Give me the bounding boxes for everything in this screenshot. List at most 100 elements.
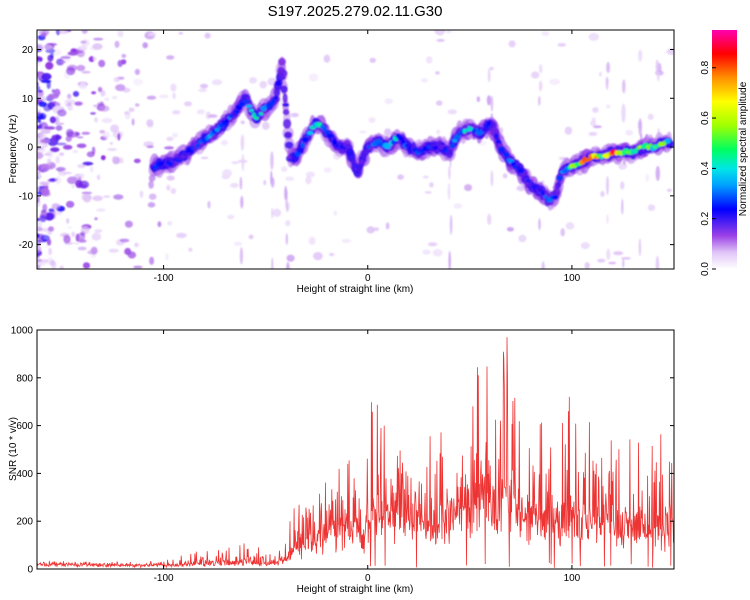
ridge-core — [259, 112, 264, 116]
noise-blob — [49, 259, 56, 266]
ridge-core — [517, 168, 524, 174]
noise-blob — [48, 208, 55, 213]
noise-blob — [45, 48, 56, 53]
ridge-body — [283, 118, 292, 129]
noise-streak — [241, 134, 244, 152]
noise-blob — [133, 78, 144, 86]
noise-blob — [43, 143, 49, 148]
noise-blob — [565, 222, 575, 230]
noise-blob — [37, 187, 40, 191]
noise-blob — [133, 265, 143, 269]
noise-blob — [143, 141, 154, 148]
snr-xtick-label: 100 — [564, 573, 581, 584]
spectrogram-ytick-label: -10 — [19, 191, 34, 202]
noise-blob — [107, 148, 118, 151]
noise-blob — [94, 217, 98, 221]
noise-blob — [80, 40, 87, 44]
ridge-body — [282, 109, 290, 116]
noise-blob — [613, 251, 624, 256]
ridge-core — [525, 179, 531, 183]
noise-blob — [59, 30, 69, 34]
noise-streak — [606, 214, 609, 225]
noise-blob — [74, 101, 83, 106]
noise-blob — [198, 88, 208, 93]
ridge-core — [453, 134, 461, 140]
noise-blob — [52, 101, 57, 104]
noise-blob — [114, 40, 120, 48]
noise-blob — [422, 175, 429, 179]
ridge-core — [243, 100, 250, 104]
noise-blob — [39, 187, 50, 196]
noise-streak — [239, 176, 243, 190]
ridge-core — [397, 136, 405, 141]
noise-blob — [37, 226, 43, 232]
noise-blob — [37, 43, 44, 50]
noise-blob — [373, 227, 380, 232]
ridge-core — [233, 109, 240, 114]
noise-blob — [55, 156, 60, 164]
noise-blob — [435, 100, 443, 106]
noise-blob — [66, 129, 74, 137]
noise-blob — [90, 112, 96, 115]
noise-blob — [170, 83, 177, 92]
noise-blob — [92, 43, 103, 50]
spectral-noise — [37, 30, 674, 269]
noise-blob — [37, 86, 41, 91]
noise-blob — [667, 188, 672, 192]
noise-blob — [645, 173, 650, 182]
noise-blob — [249, 77, 257, 84]
noise-blob — [117, 133, 121, 141]
noise-blob — [608, 261, 617, 265]
noise-streak — [605, 76, 609, 86]
ridge-core — [447, 149, 453, 156]
noise-blob — [50, 52, 54, 59]
ridge-core — [358, 159, 365, 164]
noise-blob — [166, 175, 175, 181]
noise-blob — [506, 227, 514, 232]
noise-blob — [117, 30, 124, 38]
noise-blob — [549, 78, 560, 86]
noise-blob — [329, 252, 335, 257]
noise-streak — [656, 70, 660, 82]
snr-ytick-label: 200 — [16, 517, 33, 528]
snr-frame — [36, 329, 675, 570]
noise-blob — [81, 131, 91, 135]
noise-blob — [59, 265, 64, 269]
noise-blob — [98, 59, 106, 68]
noise-blob — [124, 247, 132, 256]
noise-blob — [436, 129, 441, 135]
noise-blob — [51, 203, 61, 210]
noise-blob — [47, 231, 52, 235]
snr-ytick-label: 800 — [16, 373, 33, 384]
ridge-core — [481, 127, 487, 132]
noise-blob — [37, 171, 41, 175]
noise-blob — [429, 182, 434, 188]
noise-blob — [231, 161, 240, 165]
noise-blob — [397, 174, 404, 180]
noise-blob — [115, 84, 126, 92]
colorbar: 0.0 0.2 0.4 0.6 0.8 Normalized spectral ampl… — [700, 30, 749, 276]
noise-blob — [333, 210, 337, 216]
ridge-core — [275, 80, 282, 87]
noise-streak — [284, 186, 288, 201]
noise-streak — [638, 238, 642, 257]
noise-blob — [285, 220, 291, 227]
noise-blob — [166, 184, 171, 191]
ridge-core — [251, 112, 256, 119]
ridge-core — [552, 195, 559, 200]
noise-blob — [89, 165, 94, 173]
noise-streak — [622, 79, 626, 94]
noise-blob — [366, 226, 375, 234]
noise-blob — [167, 221, 173, 226]
noise-blob — [96, 208, 106, 212]
ridge-body — [552, 188, 561, 197]
noise-streak — [240, 195, 244, 209]
noise-blob — [37, 221, 43, 228]
noise-streak — [270, 177, 275, 188]
noise-blob — [76, 136, 84, 139]
noise-blob — [286, 254, 295, 262]
colorbar-tick-label: 0.6 — [700, 111, 711, 125]
noise-streak — [486, 95, 491, 106]
spectrogram-xtick-label: 0 — [365, 273, 371, 284]
noise-blob — [109, 142, 113, 145]
